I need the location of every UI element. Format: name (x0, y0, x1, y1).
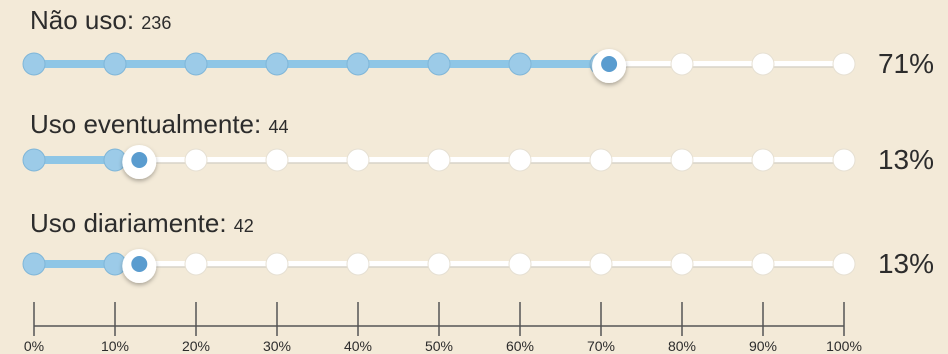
bar-node (265, 52, 289, 76)
series-name: Uso eventualmente: (30, 109, 268, 139)
bar-node (508, 52, 532, 76)
bar-node (751, 52, 775, 76)
series-count: 44 (268, 117, 288, 137)
bar-node (184, 252, 208, 276)
value-marker-dot (131, 256, 148, 272)
x-tick-label: 90% (749, 338, 777, 354)
x-tick-label: 10% (101, 338, 129, 354)
x-tick-label: 20% (182, 338, 210, 354)
bar-node (751, 252, 775, 276)
bar-node (22, 52, 46, 76)
series-row: Uso eventualmente: 44 13% (22, 109, 934, 179)
x-tick-label: 50% (425, 338, 453, 354)
bar-node (184, 148, 208, 172)
bar-node (670, 148, 694, 172)
x-tick-label: 60% (506, 338, 534, 354)
percentage-label: 71% (878, 48, 934, 79)
x-tick-label: 80% (668, 338, 696, 354)
bar-node (427, 252, 451, 276)
bar-node (346, 148, 370, 172)
value-marker-dot (131, 152, 148, 168)
bar-node (589, 148, 613, 172)
percentage-label: 13% (878, 144, 934, 175)
bar-node (346, 52, 370, 76)
bar-node (751, 148, 775, 172)
bar-node (427, 148, 451, 172)
series-label: Uso diariamente: 42 (30, 208, 254, 238)
x-tick-label: 70% (587, 338, 615, 354)
percentage-label: 13% (878, 248, 934, 279)
value-marker-dot (601, 56, 618, 72)
bar-node (103, 52, 127, 76)
x-tick-label: 40% (344, 338, 372, 354)
bar-node (832, 148, 856, 172)
x-axis: 0% 10% 20% 30% 40% 50% 60% 70% 80% 90% 100% (24, 302, 862, 354)
series-label: Não uso: 236 (30, 5, 171, 35)
bar-node (508, 252, 532, 276)
bar-node (346, 252, 370, 276)
bar-node (265, 148, 289, 172)
bar-node (670, 252, 694, 276)
series-count: 236 (141, 13, 171, 33)
series-count: 42 (234, 216, 254, 236)
bar-node (589, 252, 613, 276)
bar-node (832, 52, 856, 76)
series-name: Uso diariamente: (30, 208, 234, 238)
bar-node (670, 52, 694, 76)
bar-node (832, 252, 856, 276)
x-tick-label: 0% (24, 338, 44, 354)
series-name: Não uso: (30, 5, 141, 35)
x-tick-label: 100% (826, 338, 862, 354)
series-row: Não uso: 236 71% (22, 5, 934, 83)
bar-node (508, 148, 532, 172)
bar-node (427, 52, 451, 76)
bar-node (184, 52, 208, 76)
bar-node (22, 252, 46, 276)
x-tick-label: 30% (263, 338, 291, 354)
series-row: Uso diariamente: 42 13% (22, 208, 934, 283)
bar-node (265, 252, 289, 276)
bar-node (22, 148, 46, 172)
series-label: Uso eventualmente: 44 (30, 109, 289, 139)
